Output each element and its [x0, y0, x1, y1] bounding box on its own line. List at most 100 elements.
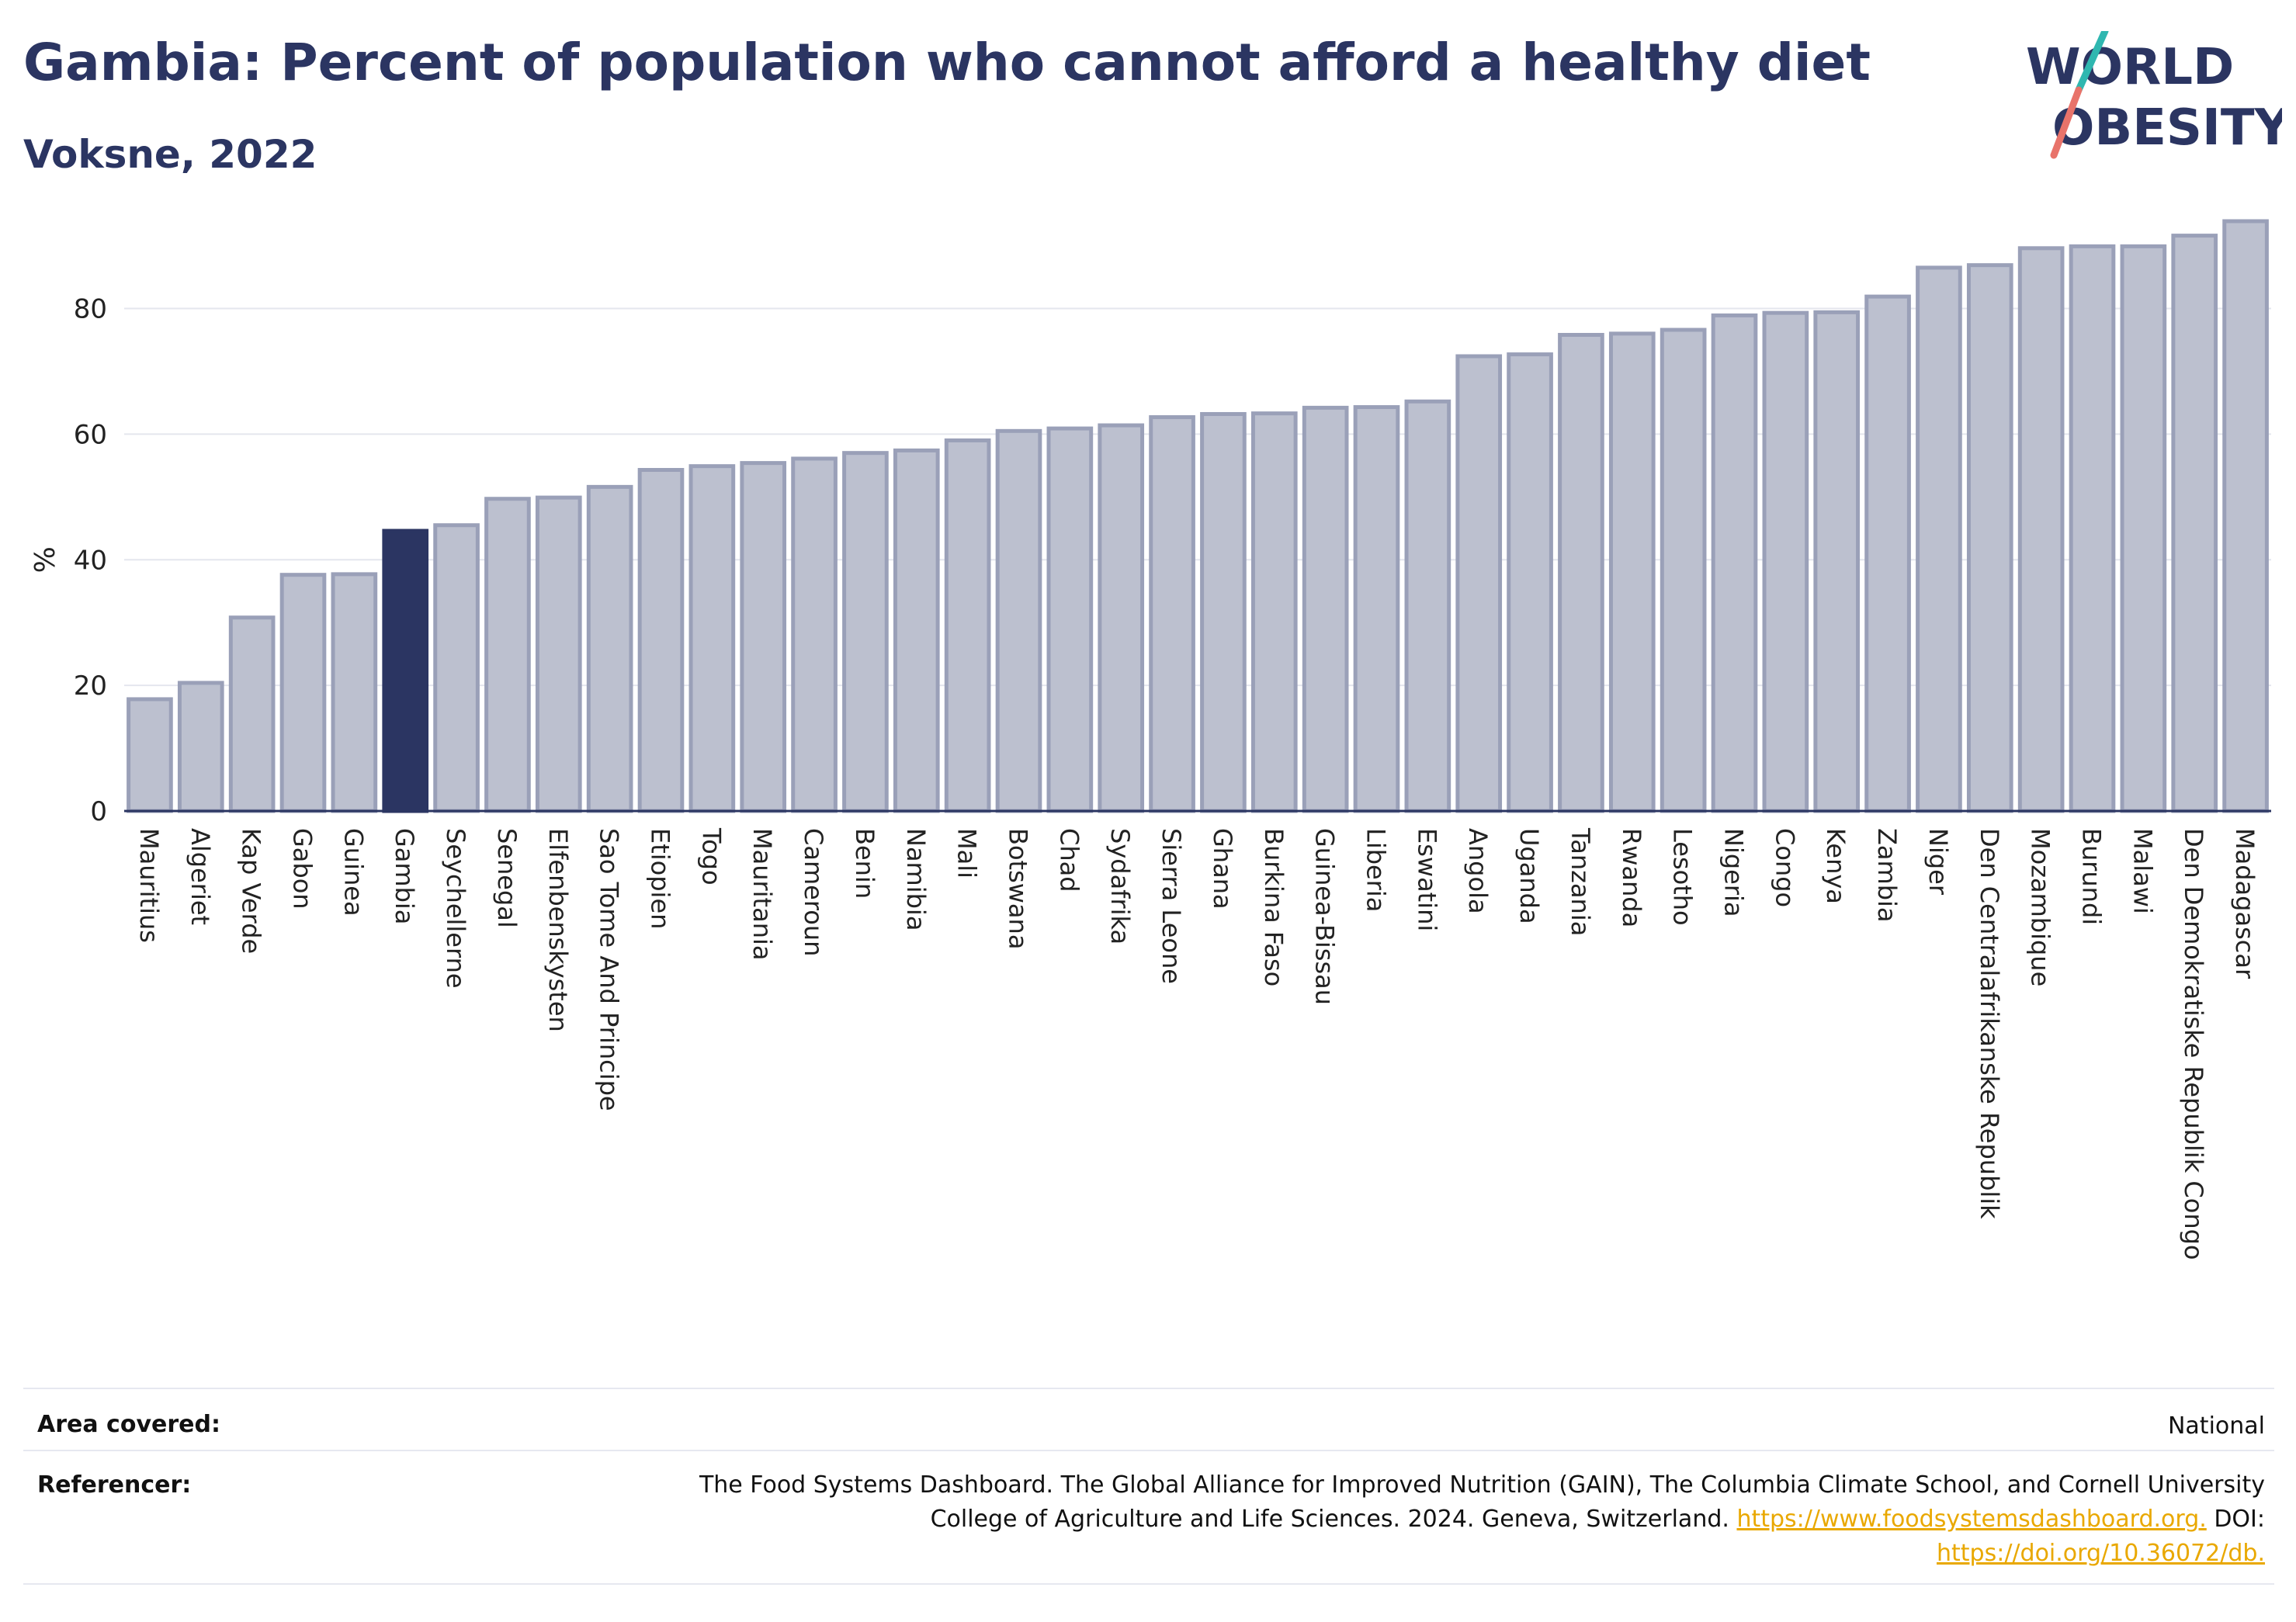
page-title: Gambia: Percent of population who cannot… [23, 33, 1871, 92]
x-tick-label-guinea: Guinea [338, 828, 368, 917]
bar-sao-tome-and-principe [586, 484, 633, 813]
bar-lesotho [1660, 328, 1707, 813]
y-tick-label-60: 60 [74, 419, 107, 450]
x-tick-label-benin: Benin [850, 828, 879, 899]
bar-gambia [382, 529, 429, 813]
bar-guinea-bissau [1302, 405, 1349, 813]
references-line2: College of Agriculture and Life Sciences… [930, 1506, 1729, 1533]
y-tick-label-40: 40 [74, 545, 107, 576]
x-tick-label-gabon: Gabon [288, 828, 317, 910]
bar-mauritius [127, 697, 173, 813]
x-tick-label-mauritius: Mauritius [134, 828, 164, 943]
x-tick-label-sao-tome-and-principe: Sao Tome And Principe [595, 828, 624, 1111]
bar-togo [688, 464, 736, 813]
x-tick-label-etiopien: Etiopien [646, 828, 675, 929]
bar-guinea [331, 572, 378, 813]
bar-botswana [995, 428, 1042, 813]
x-tick-label-uganda: Uganda [1514, 828, 1544, 924]
axes: 0 20 40 60 80% [29, 294, 2271, 827]
doi-link[interactable]: https://doi.org/10.36072/db. [1937, 1540, 2265, 1567]
x-tick-label-malawi: Malawi [2128, 828, 2157, 914]
x-tick-label-burundi: Burundi [2077, 828, 2107, 925]
bar-sydafrika [1098, 423, 1145, 813]
bar-gabon [279, 573, 327, 813]
x-tick-label-cameroun: Cameroun [799, 828, 828, 956]
bar-nigeria [1711, 313, 1758, 813]
bar-madagascar [2222, 219, 2269, 813]
x-tick-label-mauritania: Mauritania [747, 828, 777, 960]
bar-kap-verde [228, 615, 276, 813]
x-tick-label-zambia: Zambia [1872, 828, 1902, 923]
bar-cameroun [791, 456, 838, 813]
area-covered-label: Area covered: [37, 1411, 220, 1438]
x-tick-label-burkina-faso: Burkina Faso [1259, 828, 1288, 986]
x-tick-label-sierra-leone: Sierra Leone [1157, 828, 1186, 984]
x-tick-label-seychellerne: Seychellerne [441, 828, 470, 989]
bar-mauritania [740, 461, 787, 813]
x-tick-label-kenya: Kenya [1821, 828, 1850, 904]
bar-chart: 0 20 40 60 80% Mauritius Algeriet Kap Verde Gab… [29, 219, 2271, 1260]
bars [127, 219, 2269, 813]
x-tick-label-namibia: Namibia [901, 828, 931, 931]
logo-line2: OBESITY [2052, 99, 2282, 157]
doi-label: DOI: [2214, 1506, 2265, 1533]
logo-line1: WORLD [2026, 39, 2234, 96]
x-tick-label-den-demokratiske-republik-congo: Den Demokratiske Republik Congo [2179, 828, 2208, 1260]
x-tick-label-madagascar: Madagascar [2230, 828, 2260, 979]
x-tick-label-den-centralafrikanske-republik: Den Centralafrikanske Republik [1975, 828, 2004, 1219]
category-labels: Mauritius Algeriet Kap Verde Gabon Guinea Gam… [134, 827, 2260, 1260]
bar-uganda [1507, 352, 1553, 813]
y-tick-label-20: 20 [74, 671, 107, 702]
x-tick-label-mali: Mali [952, 828, 982, 879]
world-obesity-logo: WORLD OBESITY [2026, 31, 2282, 159]
x-tick-label-senegal: Senegal [492, 828, 522, 928]
bar-burundi [2069, 244, 2116, 813]
x-tick-label-rwanda: Rwanda [1617, 828, 1646, 927]
bar-liberia [1353, 405, 1400, 813]
page-subtitle: Voksne, 2022 [23, 132, 317, 177]
x-tick-label-angola: Angola [1463, 828, 1493, 914]
bar-sierra-leone [1149, 415, 1195, 813]
references-line3-wrap: https://doi.org/10.36072/db. [324, 1537, 2265, 1571]
bar-angola [1455, 354, 1503, 813]
footer-references-row: Referencer: The Food Systems Dashboard. … [23, 1450, 2274, 1585]
bar-algeriet [177, 681, 224, 813]
x-tick-label-lesotho: Lesotho [1668, 828, 1698, 926]
x-tick-label-sydafrika: Sydafrika [1105, 828, 1135, 944]
bar-niger [1916, 265, 1962, 813]
x-tick-label-liberia: Liberia [1361, 828, 1391, 912]
references-line1: The Food Systems Dashboard. The Global A… [699, 1471, 2265, 1499]
foodsystems-link[interactable]: https://www.foodsystemsdashboard.org. [1736, 1506, 2207, 1533]
x-tick-label-niger: Niger [1923, 828, 1953, 896]
x-tick-label-tanzania: Tanzania [1566, 827, 1595, 936]
logo-slash-coral [2050, 86, 2083, 159]
bar-congo [1762, 310, 1809, 813]
x-tick-label-mozambique: Mozambique [2026, 828, 2055, 986]
bar-etiopien [637, 468, 685, 813]
x-tick-label-chad: Chad [1054, 828, 1084, 892]
x-tick-label-eswatini: Eswatini [1412, 828, 1441, 931]
bar-mozambique [2017, 246, 2065, 813]
bar-den-centralafrikanske-republik [1966, 263, 2013, 813]
bar-malawi [2120, 244, 2167, 813]
bar-seychellerne [433, 523, 480, 813]
gridlines [124, 307, 2271, 687]
logo-slash-teal [2075, 31, 2109, 94]
footer-area-row: Area covered: National [23, 1388, 2274, 1451]
x-tick-label-togo: Togo [696, 827, 726, 886]
bar-namibia [893, 448, 940, 813]
bar-benin [842, 451, 889, 813]
references-label: Referencer: [37, 1471, 192, 1499]
x-tick-label-gambia: Gambia [390, 828, 419, 924]
area-covered-value: National [2167, 1412, 2265, 1440]
x-tick-label-algeriet: Algeriet [186, 828, 215, 925]
bar-ghana [1200, 411, 1247, 813]
y-tick-label-80: 80 [74, 294, 107, 325]
references-line2-wrap: College of Agriculture and Life Sciences… [324, 1502, 2265, 1537]
bar-den-demokratiske-republik-congo [2171, 234, 2218, 813]
x-tick-label-congo: Congo [1770, 828, 1799, 907]
x-tick-label-botswana: Botswana [1004, 828, 1033, 949]
x-tick-label-ghana: Ghana [1208, 828, 1237, 910]
x-tick-label-guinea-bissau: Guinea-Bissau [1310, 828, 1340, 1005]
x-tick-label-elfenbenskysten: Elfenbenskysten [543, 828, 573, 1032]
